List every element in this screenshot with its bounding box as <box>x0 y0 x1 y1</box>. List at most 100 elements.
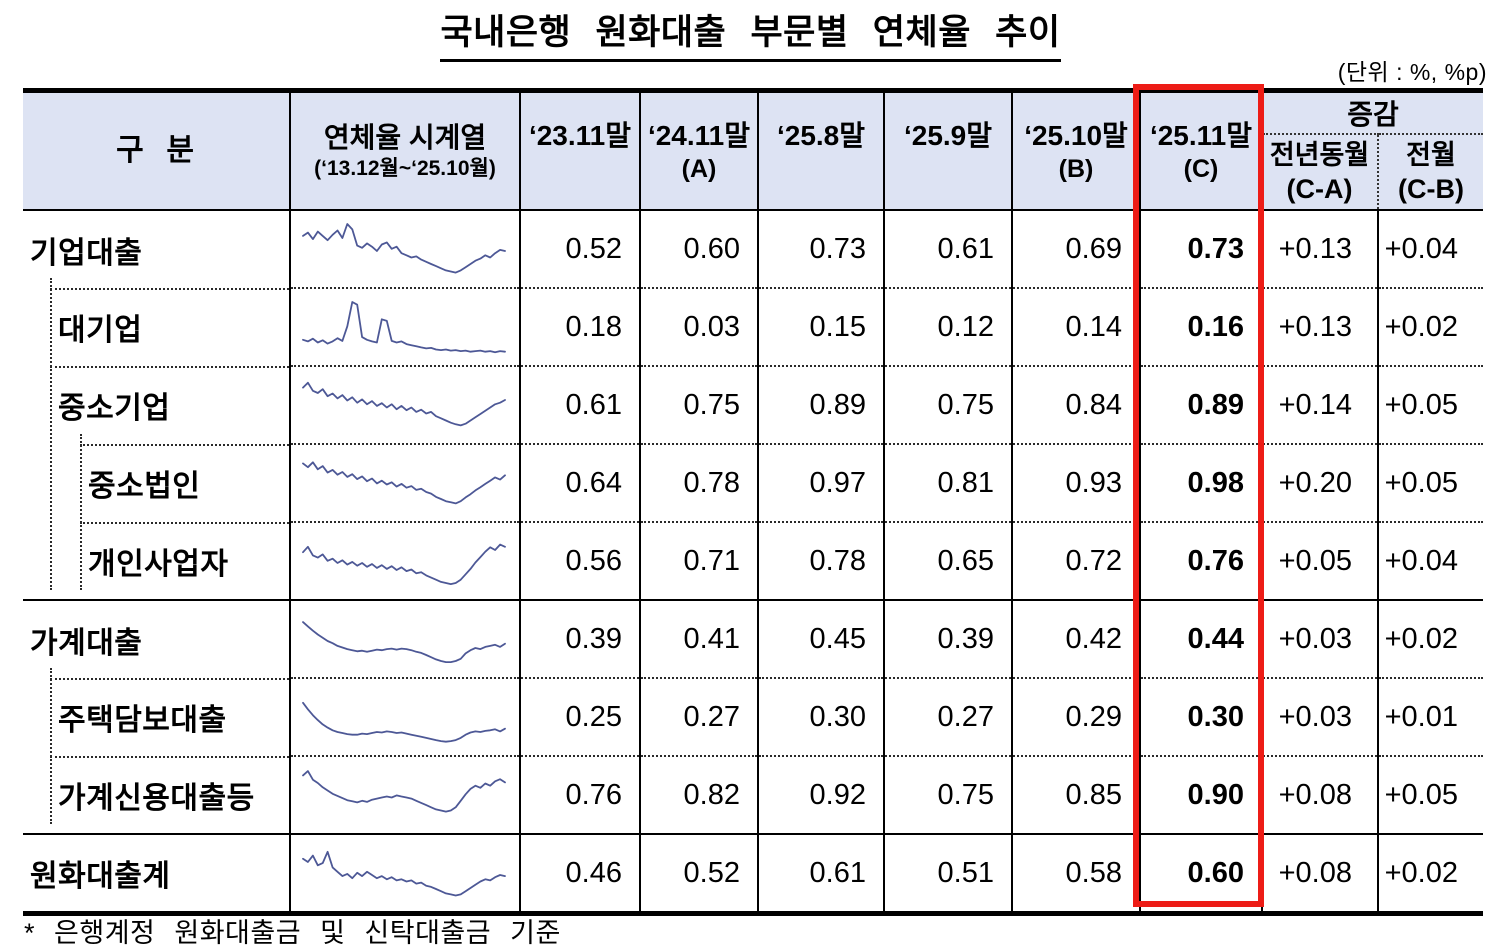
value-mortgage-loans-col6: +0.03 <box>1261 677 1378 756</box>
value-household-loans-col6: +0.03 <box>1261 599 1378 678</box>
value-sme-corporations-col2: 0.97 <box>757 443 884 522</box>
sparkline-cell-household-loans <box>289 599 520 678</box>
row-label-cell-household-loans: 가계대출 <box>23 599 290 678</box>
row-label-cell-household-credit-etc: 가계신용대출등 <box>23 755 290 834</box>
value-household-loans-col2: 0.45 <box>757 599 884 678</box>
value-household-loans-col5: 0.44 <box>1139 599 1262 678</box>
table-row-total-won-loans: 원화대출계 0.46 0.52 0.61 0.51 0.58 0.60 +0.08 +0.02 <box>23 833 1483 914</box>
value-sme-corporations-col5: 0.98 <box>1139 443 1262 522</box>
sparkline-chart-total-won-loans <box>302 850 506 896</box>
sparkline-path-sme-corporations <box>302 460 506 504</box>
value-sole-proprietors-col4: 0.72 <box>1011 521 1140 600</box>
table-row-household-loans: 가계대출 0.39 0.41 0.45 0.39 0.42 0.44 +0.03 +0.02 <box>23 599 1483 678</box>
indent-guide-household <box>50 668 52 824</box>
row-label-cell-total-won-loans: 원화대출계 <box>23 833 290 914</box>
value-sme-corporations-col0: 0.64 <box>519 443 640 522</box>
header-change-yoy: 전년동월 (C-A) <box>1262 133 1378 210</box>
row-label-cell-sole-proprietors: 개인사업자 <box>23 521 290 600</box>
sparkline-chart-corporate-loans <box>302 222 506 273</box>
value-sole-proprietors-col1: 0.71 <box>639 521 758 600</box>
header-period-25-9: ‘25.9말 <box>883 90 1012 210</box>
value-mortgage-loans-col3: 0.27 <box>883 677 1012 756</box>
row-label-large-corporations: 대기업 <box>23 288 289 365</box>
delinquency-rate-table: 구 분 연체율 시계열 (‘13.12월~‘25.10월) ‘23.11말 ‘2… <box>23 88 1483 916</box>
row-label-corporate-loans: 기업대출 <box>30 236 143 270</box>
value-sme-corporations-col7: +0.05 <box>1377 443 1483 522</box>
value-total-won-loans-col6: +0.08 <box>1261 833 1378 914</box>
value-smes-col7: +0.05 <box>1377 365 1483 444</box>
sparkline-cell-smes <box>289 365 520 444</box>
table-row-sme-corporations: 중소법인 0.64 0.78 0.97 0.81 0.93 0.98 +0.20 +0.05 <box>23 443 1483 522</box>
value-large-corporations-col1: 0.03 <box>639 287 758 366</box>
indent-guide-corporate <box>50 278 52 590</box>
unit-note: (단위 : %, %p) <box>1337 59 1487 85</box>
header-series-label: 연체율 시계열 <box>323 122 487 153</box>
table-row-mortgage-loans: 주택담보대출 0.25 0.27 0.30 0.27 0.29 0.30 +0.03 +0.01 <box>23 677 1483 756</box>
value-mortgage-loans-col0: 0.25 <box>519 677 640 756</box>
sparkline-chart-sme-corporations <box>302 460 506 504</box>
header-change-group: 증감 <box>1261 90 1483 134</box>
row-label-sme-corporations: 중소법인 <box>23 444 289 521</box>
value-mortgage-loans-col5: 0.30 <box>1139 677 1262 756</box>
table-row-household-credit-etc: 가계신용대출등 0.76 0.82 0.92 0.75 0.85 0.90 +0.08 +0.0… <box>23 755 1483 834</box>
value-total-won-loans-col4: 0.58 <box>1011 833 1140 914</box>
table-row-large-corporations: 대기업 0.18 0.03 0.15 0.12 0.14 0.16 +0.13 +0.02 <box>23 287 1483 366</box>
sparkline-cell-mortgage-loans <box>289 677 520 756</box>
table-header: 구 분 연체율 시계열 (‘13.12월~‘25.10월) ‘23.11말 ‘2… <box>23 90 1483 210</box>
value-household-loans-col3: 0.39 <box>883 599 1012 678</box>
value-large-corporations-col6: +0.13 <box>1261 287 1378 366</box>
value-total-won-loans-col7: +0.02 <box>1377 833 1483 914</box>
value-sme-corporations-col4: 0.93 <box>1011 443 1140 522</box>
value-smes-col4: 0.84 <box>1011 365 1140 444</box>
value-sole-proprietors-col5: 0.76 <box>1139 521 1262 600</box>
sparkline-path-sole-proprietors <box>302 543 506 585</box>
value-corporate-loans-col2: 0.73 <box>757 209 884 288</box>
footnote: * 은행계정 원화대출금 및 신탁대출금 기준 <box>24 918 561 948</box>
row-label-household-loans: 가계대출 <box>30 626 143 660</box>
value-mortgage-loans-col7: +0.01 <box>1377 677 1483 756</box>
value-large-corporations-col4: 0.14 <box>1011 287 1140 366</box>
header-change-mom: 전월 (C-B) <box>1377 133 1483 210</box>
indent-guide-sme <box>80 434 82 590</box>
row-label-cell-sme-corporations: 중소법인 <box>23 444 290 522</box>
value-sole-proprietors-col7: +0.04 <box>1377 521 1483 600</box>
value-corporate-loans-col0: 0.52 <box>519 209 640 288</box>
value-household-credit-etc-col4: 0.85 <box>1011 755 1140 834</box>
value-household-loans-col1: 0.41 <box>639 599 758 678</box>
value-mortgage-loans-col4: 0.29 <box>1011 677 1140 756</box>
row-label-household-credit-etc: 가계신용대출등 <box>23 755 289 833</box>
value-smes-col1: 0.75 <box>639 365 758 444</box>
value-smes-col0: 0.61 <box>519 365 640 444</box>
header-period-24-11-a: ‘24.11말 (A) <box>639 90 758 210</box>
row-label-cell-mortgage-loans: 주택담보대출 <box>23 678 290 756</box>
value-smes-col2: 0.89 <box>757 365 884 444</box>
value-large-corporations-col7: +0.02 <box>1377 287 1483 366</box>
header-series-sublabel: (‘13.12월~‘25.10월) <box>314 157 496 180</box>
sparkline-chart-sole-proprietors <box>302 543 506 585</box>
value-corporate-loans-col4: 0.69 <box>1011 209 1140 288</box>
value-sole-proprietors-col6: +0.05 <box>1261 521 1378 600</box>
value-large-corporations-col5: 0.16 <box>1139 287 1262 366</box>
sparkline-path-total-won-loans <box>302 850 506 896</box>
value-household-loans-col0: 0.39 <box>519 599 640 678</box>
value-household-loans-col4: 0.42 <box>1011 599 1140 678</box>
header-period-25-11-c: ‘25.11말 (C) <box>1139 90 1262 210</box>
value-sme-corporations-col3: 0.81 <box>883 443 1012 522</box>
table-row-corporate-loans: 기업대출 0.52 0.60 0.73 0.61 0.69 0.73 +0.13 +0.04 <box>23 209 1483 288</box>
header-category-label: 구 분 <box>116 134 196 167</box>
header-period-23-11: ‘23.11말 <box>519 90 640 210</box>
sparkline-path-household-loans <box>302 620 506 663</box>
value-corporate-loans-col1: 0.60 <box>639 209 758 288</box>
value-corporate-loans-col5: 0.73 <box>1139 209 1262 288</box>
value-corporate-loans-col7: +0.04 <box>1377 209 1483 288</box>
sparkline-chart-smes <box>302 381 506 426</box>
value-sole-proprietors-col2: 0.78 <box>757 521 884 600</box>
value-total-won-loans-col5: 0.60 <box>1139 833 1262 914</box>
table-body: 기업대출 0.52 0.60 0.73 0.61 0.69 0.73 +0.13 +0.04 대기… <box>23 209 1483 914</box>
value-corporate-loans-col3: 0.61 <box>883 209 1012 288</box>
sparkline-cell-sme-corporations <box>289 443 520 522</box>
sparkline-chart-household-loans <box>302 620 506 663</box>
header-sparkline-series: 연체율 시계열 (‘13.12월~‘25.10월) <box>289 90 520 210</box>
value-total-won-loans-col3: 0.51 <box>883 833 1012 914</box>
